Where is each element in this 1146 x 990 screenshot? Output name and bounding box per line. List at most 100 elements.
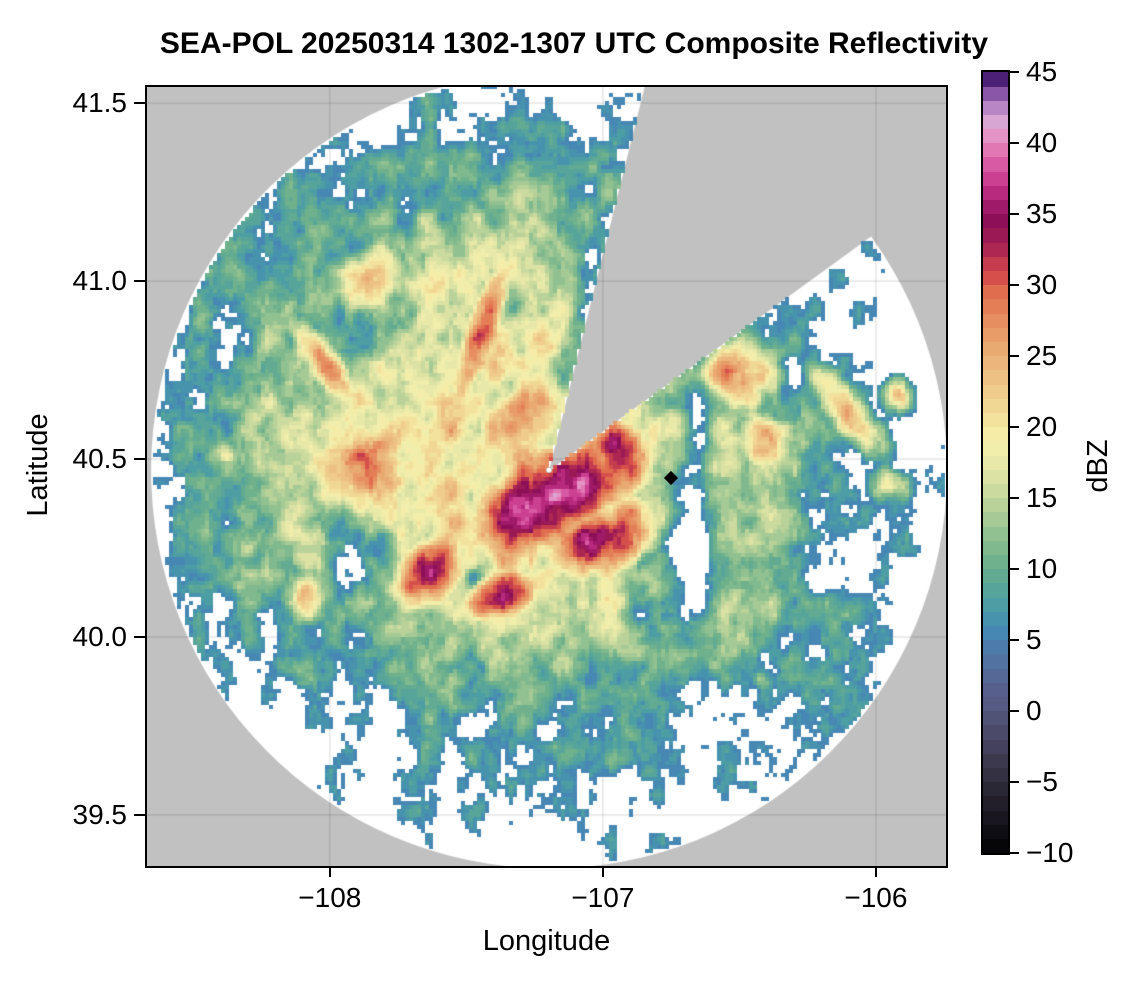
colorbar-band	[983, 341, 1008, 357]
colorbar-band	[983, 369, 1008, 385]
x-tick-mark	[601, 866, 604, 877]
colorbar	[983, 71, 1008, 854]
colorbar-band	[983, 469, 1008, 485]
colorbar-band	[983, 284, 1008, 300]
colorbar-tick-mark	[1010, 71, 1019, 73]
colorbar-tick-label: 0	[1026, 695, 1042, 726]
colorbar-band	[983, 810, 1008, 825]
colorbar-band	[983, 781, 1008, 797]
colorbar-band	[983, 327, 1008, 343]
colorbar-tick-mark	[1010, 639, 1019, 641]
colorbar-label: dBZ	[1082, 439, 1114, 493]
colorbar-band	[983, 71, 1008, 87]
colorbar-tick-mark	[1010, 568, 1019, 570]
colorbar-band	[983, 653, 1008, 669]
colorbar-band	[983, 696, 1008, 712]
colorbar-band	[983, 795, 1008, 811]
colorbar-band	[983, 298, 1008, 314]
colorbar-band	[983, 597, 1008, 612]
colorbar-band	[983, 142, 1008, 158]
y-tick-mark	[134, 280, 145, 283]
colorbar-band	[983, 540, 1008, 556]
colorbar-band	[983, 114, 1008, 130]
colorbar-band	[983, 384, 1008, 399]
x-tick-label: −106	[844, 882, 908, 913]
colorbar-tick-mark	[1010, 284, 1019, 286]
x-tick-label: −108	[298, 882, 362, 913]
colorbar-band	[983, 682, 1008, 698]
colorbar-band	[983, 511, 1008, 527]
colorbar-band	[983, 639, 1008, 655]
x-tick-label: −107	[571, 882, 635, 913]
colorbar-band	[983, 767, 1008, 783]
colorbar-band	[983, 256, 1008, 272]
x-tick-mark	[328, 866, 331, 877]
y-axis-label: Latitude	[22, 413, 54, 517]
colorbar-tick-label: 30	[1026, 269, 1058, 300]
colorbar-band	[983, 483, 1008, 499]
figure-title: SEA-POL 20250314 1302-1307 UTC Composite…	[159, 27, 989, 60]
colorbar-band	[983, 554, 1008, 570]
colorbar-tick-label: 35	[1026, 198, 1058, 229]
colorbar-tick-label: 40	[1026, 127, 1058, 158]
colorbar-band	[983, 128, 1008, 144]
colorbar-tick-mark	[1010, 142, 1019, 144]
radar-plot-canvas	[145, 85, 948, 868]
y-tick-label: 41.0	[72, 265, 128, 297]
colorbar-band	[983, 625, 1008, 641]
colorbar-tick-mark	[1010, 781, 1019, 783]
y-tick-label: 40.5	[72, 443, 128, 475]
colorbar-band	[983, 568, 1008, 584]
colorbar-band	[983, 739, 1008, 754]
x-tick-mark	[874, 866, 877, 877]
colorbar-band	[983, 355, 1008, 371]
colorbar-band	[983, 440, 1008, 456]
colorbar-band	[983, 426, 1008, 442]
colorbar-band	[983, 497, 1008, 513]
colorbar-band	[983, 270, 1008, 286]
colorbar-band	[983, 724, 1008, 740]
colorbar-tick-mark	[1010, 852, 1019, 854]
colorbar-tick-mark	[1010, 426, 1019, 428]
y-tick-mark	[134, 102, 145, 105]
colorbar-band	[983, 582, 1008, 598]
colorbar-band	[983, 213, 1008, 229]
y-tick-mark	[134, 813, 145, 816]
colorbar-tick-mark	[1010, 213, 1019, 215]
y-tick-mark	[134, 636, 145, 638]
colorbar-band	[983, 611, 1008, 627]
colorbar-band	[983, 668, 1008, 683]
radar-location-dot	[546, 467, 553, 474]
colorbar-band	[983, 526, 1008, 541]
colorbar-band	[983, 824, 1008, 840]
colorbar-band	[983, 753, 1008, 769]
colorbar-band	[983, 171, 1008, 186]
colorbar-band	[983, 156, 1008, 172]
y-tick-label: 40.0	[72, 621, 128, 652]
colorbar-frame	[981, 70, 1010, 855]
colorbar-band	[983, 185, 1008, 201]
colorbar-band	[983, 412, 1008, 428]
colorbar-tick-label: 45	[1026, 56, 1058, 87]
colorbar-tick-label: 20	[1026, 411, 1058, 442]
colorbar-band	[983, 710, 1008, 726]
colorbar-band	[983, 85, 1008, 101]
colorbar-tick-label: 10	[1026, 553, 1058, 584]
x-axis-label: Longitude	[482, 925, 611, 957]
colorbar-band	[983, 455, 1008, 470]
colorbar-band	[983, 199, 1008, 215]
y-tick-label: 39.5	[72, 798, 128, 830]
colorbar-tick-label: −10	[1026, 837, 1074, 868]
colorbar-tick-label: −5	[1026, 766, 1058, 797]
colorbar-band	[983, 398, 1008, 414]
colorbar-tick-label: 5	[1026, 624, 1042, 655]
colorbar-tick-mark	[1010, 497, 1019, 499]
colorbar-band	[983, 227, 1008, 243]
y-tick-label: 41.5	[72, 87, 128, 119]
colorbar-band	[983, 313, 1008, 328]
colorbar-tick-mark	[1010, 710, 1019, 712]
colorbar-tick-label: 15	[1026, 482, 1058, 513]
colorbar-band	[983, 838, 1008, 854]
y-tick-mark	[134, 458, 145, 461]
